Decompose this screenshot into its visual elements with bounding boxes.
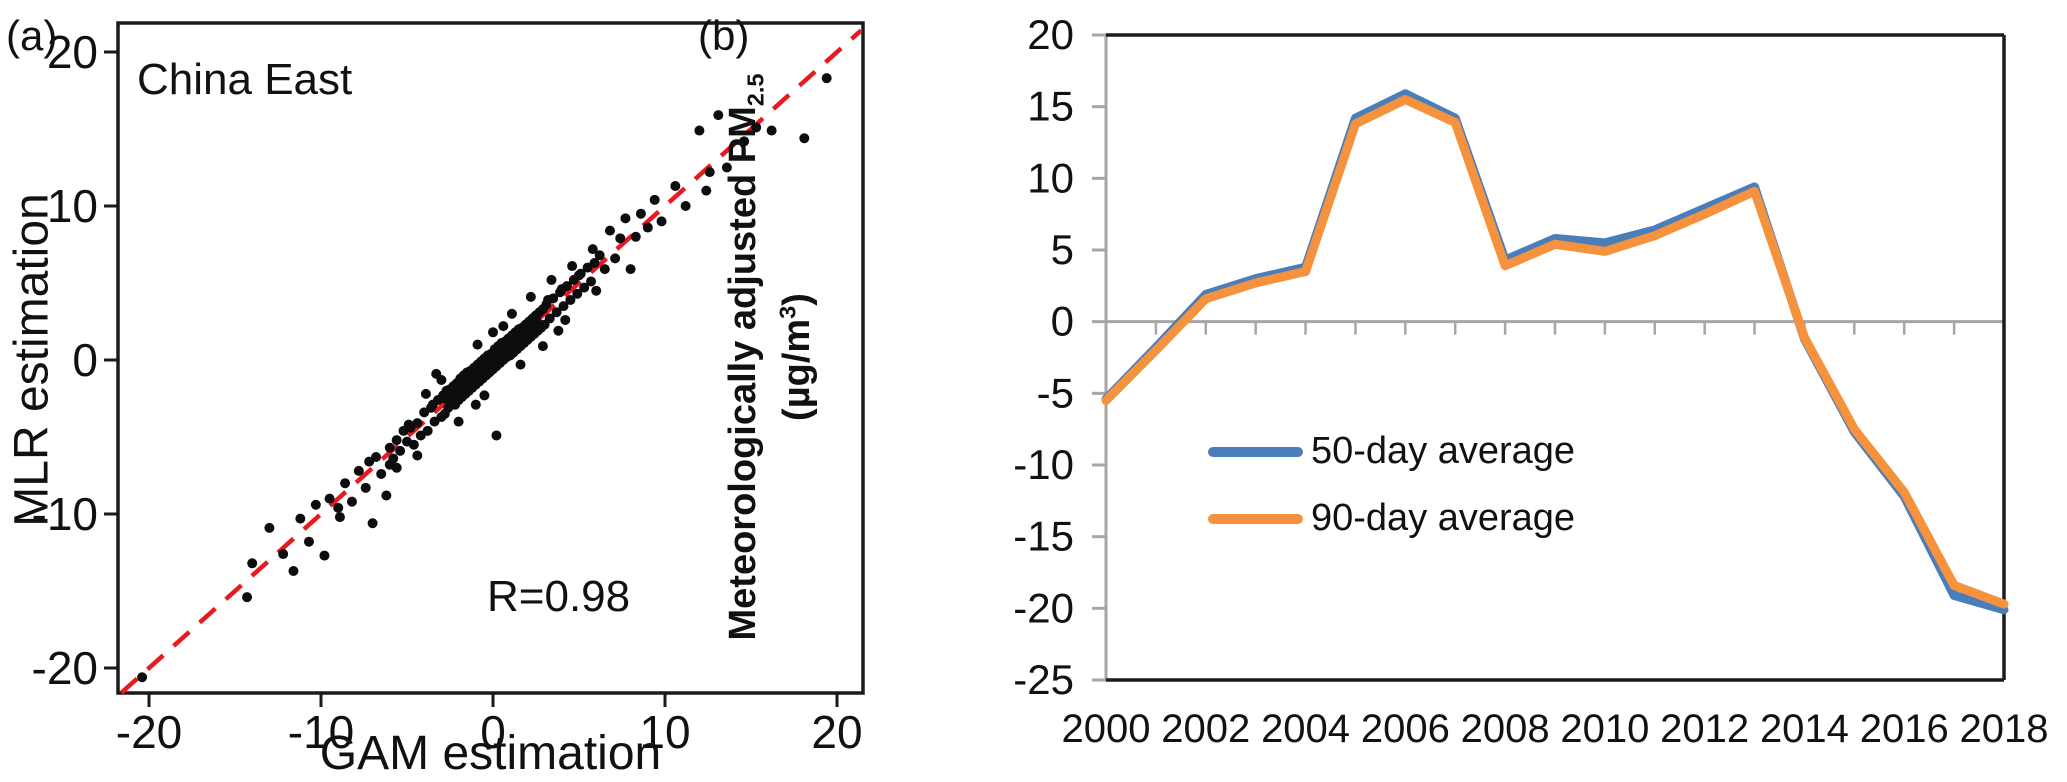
legend: 50-day average 90-day average (1208, 430, 1575, 564)
correlation-annotation: R=0.98 (487, 572, 631, 621)
svg-text:15: 15 (1027, 83, 1074, 130)
legend-swatch-90-day-average (1208, 513, 1303, 524)
b-year-ticks (1104, 321, 2006, 335)
b-y-ticks: 20 15 10 5 0 -5 -10 -15 -20 -25 (1013, 11, 1106, 703)
svg-text:20: 20 (47, 26, 98, 78)
svg-text:-10: -10 (288, 706, 354, 758)
svg-text:-10: -10 (1013, 441, 1074, 488)
scatter-frame (116, 21, 865, 695)
svg-text:-10: -10 (32, 488, 98, 540)
svg-text:2010: 2010 (1560, 707, 1649, 751)
y-axis-title-b-line1: Meteorologically adjusted PM2.5 (722, 73, 769, 641)
svg-text:5: 5 (1051, 226, 1074, 273)
svg-text:2004: 2004 (1261, 707, 1350, 751)
x-axis-title-a: GAM estimation (319, 727, 662, 780)
svg-text:10: 10 (1027, 154, 1074, 201)
svg-text:20: 20 (1027, 11, 1074, 58)
legend-item-50-day: 50-day average (1208, 430, 1575, 473)
svg-text:-25: -25 (1013, 656, 1074, 703)
svg-text:0: 0 (72, 334, 98, 386)
legend-item-90-day: 90-day average (1208, 497, 1575, 540)
y-axis-title-b: Meteorologically adjusted PM2.5 (µg/m3) (718, 74, 822, 641)
panel-b-label: (b) (698, 12, 750, 59)
svg-text:20: 20 (811, 706, 862, 758)
svg-text:-20: -20 (32, 642, 98, 694)
svg-text:2008: 2008 (1461, 707, 1550, 751)
svg-text:-5: -5 (1037, 369, 1074, 416)
scatter-points (137, 73, 832, 683)
cubed-superscript: 3 (774, 305, 801, 319)
y-axis-title-a: MLR estimation (5, 193, 59, 527)
svg-text:2012: 2012 (1660, 707, 1749, 751)
svg-text:2014: 2014 (1760, 707, 1849, 751)
legend-swatch-50-day-average (1208, 446, 1303, 457)
svg-text:2018: 2018 (1960, 707, 2049, 751)
panel-a-plot: -20 -10 0 10 20 -20 -10 0 10 20 (32, 21, 865, 758)
scatter-x-ticks: -20 -10 0 10 20 (116, 693, 863, 758)
series-line-90-day (1101, 95, 2009, 609)
b-year-labels: 2000 2002 2004 2006 2008 2010 2012 2014 2016 2018 (1062, 707, 2049, 751)
svg-text:2016: 2016 (1860, 707, 1949, 751)
svg-text:0: 0 (1051, 298, 1074, 345)
svg-text:10: 10 (47, 180, 98, 232)
legend-label-90-day: 90-day average (1311, 497, 1576, 539)
svg-text:0: 0 (480, 706, 506, 758)
scatter-y-ticks: -20 -10 0 10 20 (32, 26, 118, 694)
region-title: China East (137, 55, 353, 104)
y-axis-title-b-line2: (µg/m3) (774, 293, 818, 421)
panel-a-label: (a) (6, 12, 58, 59)
svg-text:2000: 2000 (1062, 707, 1151, 751)
svg-text:-20: -20 (1013, 584, 1074, 631)
pm25-subscript: 2.5 (742, 73, 769, 107)
svg-text:-20: -20 (116, 706, 182, 758)
legend-label-50-day: 50-day average (1311, 430, 1576, 472)
svg-text:2002: 2002 (1161, 707, 1250, 751)
svg-text:2006: 2006 (1361, 707, 1450, 751)
svg-text:-15: -15 (1013, 513, 1074, 560)
svg-text:10: 10 (639, 706, 690, 758)
